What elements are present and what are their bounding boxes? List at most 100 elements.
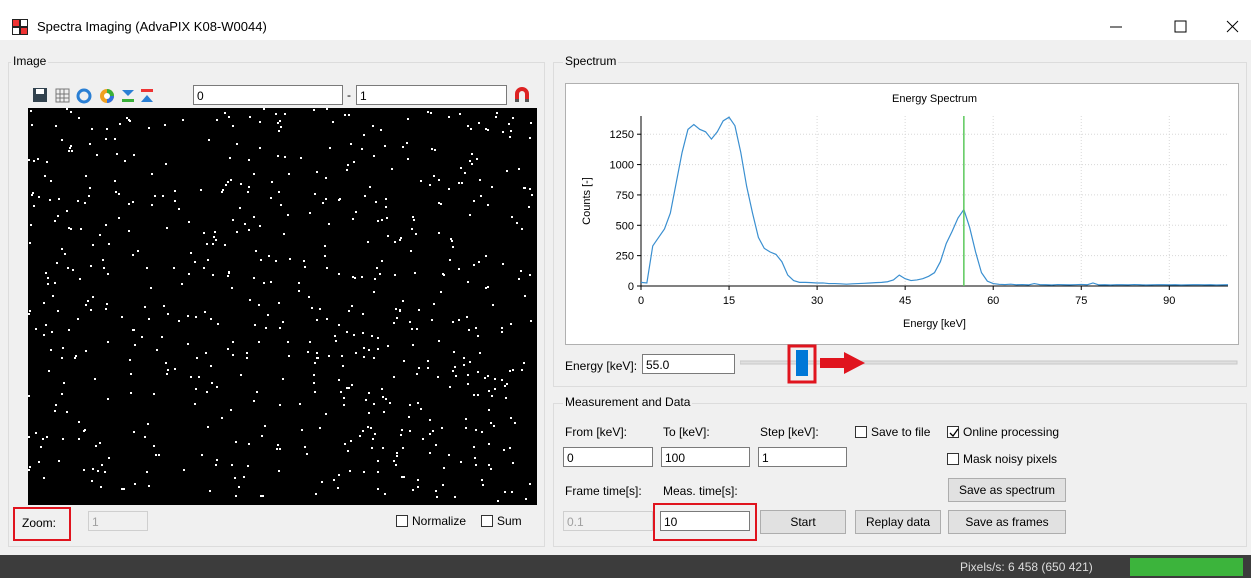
pixel-hit [381,388,383,390]
range-to-input[interactable]: 1 [356,85,507,105]
checkbox-box[interactable] [855,426,867,438]
start-button[interactable]: Start [760,510,846,534]
save-to-file-checkbox[interactable]: Save to file [855,425,930,439]
pixel-hit [454,496,456,498]
pixel-hit [210,318,212,320]
pixel-hit [194,403,196,405]
pixel-hit [427,360,429,362]
pixel-hit [464,172,466,174]
pixel-hit [187,315,189,317]
pixel-hit [178,320,180,322]
pixel-hit [309,212,311,214]
pixel-hit [232,354,234,356]
pixel-hit [188,273,190,275]
pixel-hit [367,426,369,428]
pixel-hit [324,245,326,247]
save-spectrum-button[interactable]: Save as spectrum [948,478,1066,502]
step-input[interactable]: 1 [758,447,847,467]
pixel-hit [359,435,361,437]
pixel-hit [313,382,315,384]
pixel-hit [298,290,300,292]
energy-spinbox[interactable]: 55.0 [642,354,735,374]
pixel-hit [116,153,118,155]
pixel-hit [393,376,395,378]
pixel-hit [134,344,136,346]
pixel-hit [195,388,197,390]
pixel-hit [460,461,462,463]
pixel-hit [351,384,353,386]
pixel-hit [365,399,367,401]
pixel-hit [37,158,39,160]
pixel-hit [132,254,134,256]
pixel-hit [376,267,378,269]
pixel-hit [521,228,523,230]
pixel-hit [401,476,403,478]
pixel-hit [467,125,469,127]
save-frames-button[interactable]: Save as frames [948,510,1066,534]
pixel-hit [368,392,370,394]
pixel-hit [282,321,284,323]
pixel-hit [491,395,493,397]
checkbox-box[interactable] [947,453,959,465]
pixel-hit [409,404,411,406]
window-controls[interactable] [1100,14,1245,40]
checkbox-box[interactable] [481,515,493,527]
checkbox-box[interactable] [396,515,408,527]
pixel-hit [402,146,404,148]
normalize-checkbox[interactable]: Normalize [396,514,466,528]
pixel-hit [313,109,315,111]
pixel-hit [463,364,465,366]
pixel-hit [385,198,387,200]
pixel-hit [248,229,250,231]
pixel-hit [346,169,348,171]
pixel-hit [383,411,385,413]
pixel-hit [80,228,82,230]
group-title: Image [11,54,48,68]
pixel-hit [450,238,452,240]
replay-button[interactable]: Replay data [855,510,941,534]
pixel-hit [119,123,121,125]
pixel-hit [370,427,372,429]
pixel-hit [28,469,30,471]
pixel-hit [99,442,101,444]
pixel-hit [83,430,85,432]
pixel-hit [279,327,281,329]
pixel-hit [54,282,56,284]
pixel-hit [67,267,69,269]
pixel-hit [429,433,431,435]
x-tick-label: 15 [723,295,735,307]
range-from-input[interactable]: 0 [193,85,343,105]
pixel-hit [338,379,340,381]
pixel-hit [267,314,269,316]
magnet-button[interactable] [512,85,532,105]
pixel-hit [471,163,473,165]
pixel-hit [518,168,520,170]
pixel-hit [501,331,503,333]
pixel-hit [460,167,462,169]
energy-slider[interactable] [740,344,1240,384]
pixel-hit [148,318,150,320]
pixel-hit [249,116,251,118]
pixel-hit [473,394,475,396]
sum-checkbox[interactable]: Sum [481,514,522,528]
pixel-hit [268,255,270,257]
pixel-hit [104,471,106,473]
mask-noisy-checkbox[interactable]: Mask noisy pixels [947,452,1057,466]
pixel-hit [29,466,31,468]
pixel-hit [105,308,107,310]
checkbox-box[interactable] [947,426,959,438]
zoom-spinbox[interactable]: 1 [88,511,148,531]
online-processing-checkbox[interactable]: Online processing [947,425,1059,439]
pixel-hit [438,340,440,342]
to-input[interactable]: 100 [661,447,750,467]
pixel-hit [108,243,110,245]
from-input[interactable]: 0 [563,447,653,467]
pixel-hit [350,143,352,145]
pixel-hit [348,114,350,116]
pixel-hit [228,116,230,118]
pixel-hit [506,170,508,172]
pixel-hit [232,125,234,127]
pixel-hit [282,378,284,380]
pixel-hit [207,426,209,428]
image-toolbar[interactable] [32,86,192,104]
